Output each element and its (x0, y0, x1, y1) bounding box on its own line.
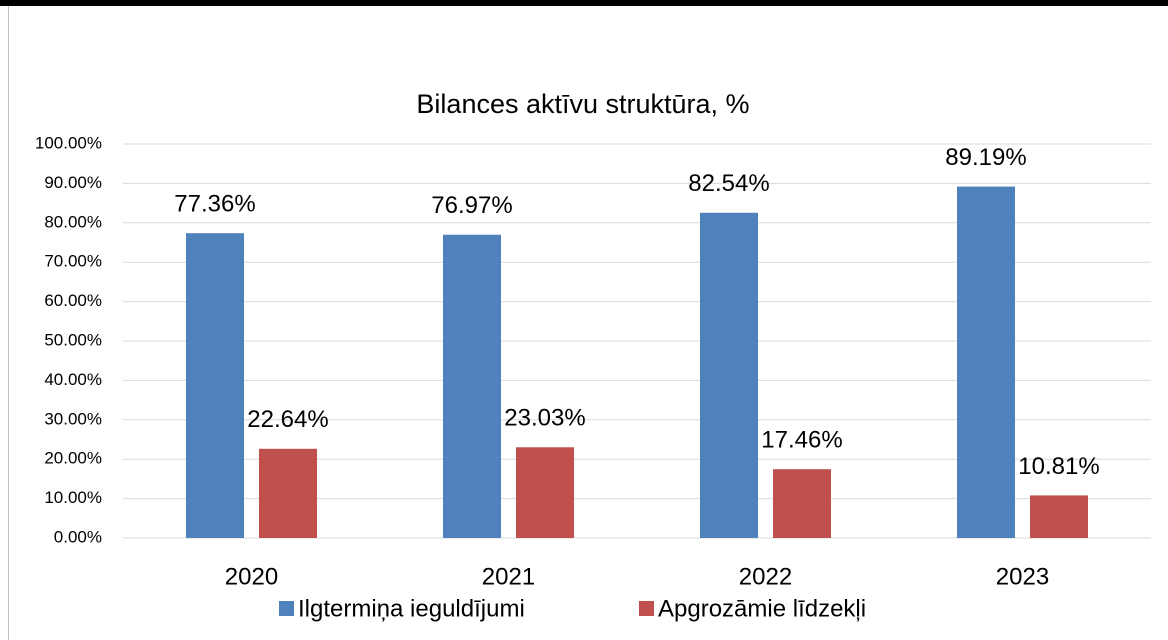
bar (957, 186, 1015, 538)
y-tick-label: 20.00% (44, 449, 102, 468)
bar (186, 233, 244, 538)
chart-title: Bilances aktīvu struktūra, % (416, 89, 749, 119)
data-label: 10.81% (1018, 453, 1099, 480)
data-label: 82.54% (688, 170, 769, 197)
bar (516, 447, 574, 538)
bar (773, 469, 831, 538)
x-tick-label: 2023 (996, 563, 1049, 590)
top-border (0, 0, 1168, 6)
y-tick-label: 100.00% (35, 133, 102, 152)
bar (259, 448, 317, 538)
x-tick-label: 2022 (739, 563, 792, 590)
legend-label: Ilgtermiņa ieguldījumi (298, 595, 525, 622)
data-label: 89.19% (945, 144, 1026, 171)
y-tick-label: 0.00% (54, 527, 102, 546)
data-label: 76.97% (431, 192, 512, 219)
data-label: 22.64% (247, 406, 328, 433)
y-tick-label: 50.00% (44, 330, 102, 349)
legend-swatch (279, 601, 294, 616)
legend-label: Apgrozāmie līdzekļi (658, 595, 866, 622)
y-tick-label: 40.00% (44, 370, 102, 389)
data-label: 77.36% (174, 191, 255, 218)
x-tick-label: 2020 (225, 563, 278, 590)
y-tick-label: 90.00% (44, 173, 102, 192)
data-label: 17.46% (761, 427, 842, 454)
x-tick-label: 2021 (482, 563, 535, 590)
y-tick-label: 30.00% (44, 409, 102, 428)
data-label: 23.03% (504, 405, 585, 432)
y-tick-label: 80.00% (44, 212, 102, 231)
y-tick-label: 70.00% (44, 252, 102, 271)
bar (1030, 495, 1088, 538)
y-tick-label: 10.00% (44, 488, 102, 507)
legend-swatch (639, 601, 654, 616)
bar (700, 212, 758, 538)
bar (443, 234, 501, 538)
y-tick-label: 60.00% (44, 291, 102, 310)
